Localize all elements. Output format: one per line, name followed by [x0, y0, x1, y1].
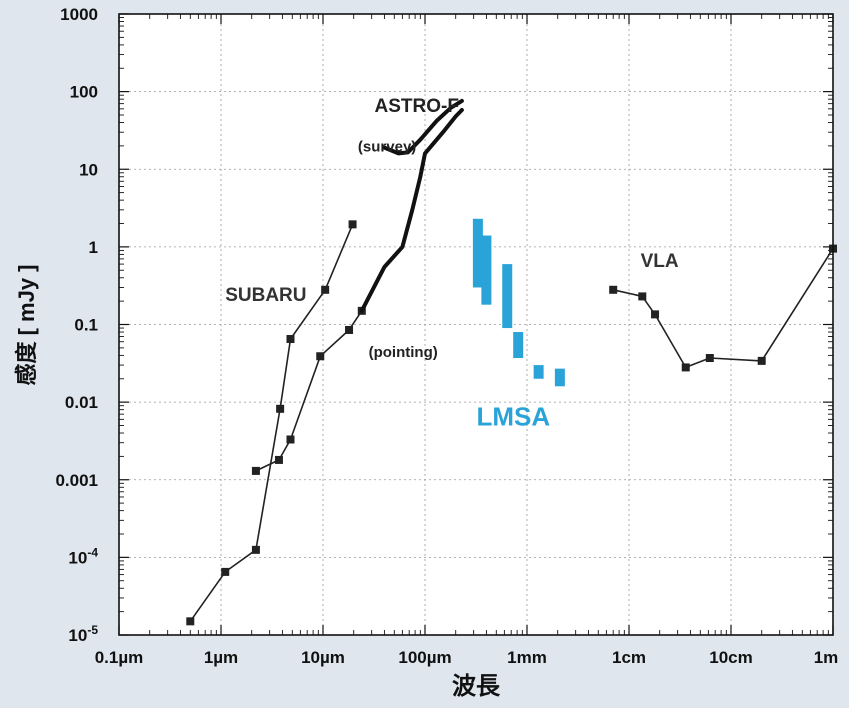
x-tick-label: 100µm: [398, 648, 451, 667]
data-point-vla: [651, 310, 660, 319]
y-tick-label: 0.1: [74, 316, 98, 335]
data-point-subaru-a: [251, 545, 260, 554]
data-point-subaru-a: [286, 335, 295, 344]
data-point-subaru-a: [276, 404, 285, 413]
y-tick-label: 1000: [60, 5, 98, 24]
data-point-subaru-a: [321, 285, 330, 294]
x-tick-label: 10cm: [709, 648, 752, 667]
x-tick-label: 0.1µm: [95, 648, 144, 667]
data-point-subaru-b: [251, 466, 260, 475]
annotation-label: (survey): [358, 138, 416, 155]
y-tick-label: 10: [79, 160, 98, 179]
y-tick-label: 1: [89, 238, 98, 257]
annotation-label: LMSA: [477, 401, 551, 431]
lmsa-bar: [533, 365, 544, 379]
lmsa-bar: [513, 332, 524, 359]
annotation-label: VLA: [641, 251, 679, 272]
series-layer: [186, 98, 837, 626]
data-point-vla: [609, 285, 618, 294]
y-tick-label: 0.001: [55, 471, 98, 490]
series-line-astro-f-pointing: [359, 108, 464, 313]
grid-layer: [119, 14, 833, 635]
annotation-label: ASTRO-F: [375, 96, 459, 117]
data-point-subaru-b: [274, 455, 283, 464]
series-line-astro-f-survey: [382, 98, 464, 156]
y-tick-label: 10-5: [68, 623, 98, 645]
data-point-subaru-b: [345, 325, 354, 334]
data-point-vla: [681, 363, 690, 372]
x-axis-title: 波長: [452, 673, 501, 700]
lmsa-bar: [502, 264, 513, 329]
data-point-vla: [705, 354, 714, 363]
x-tick-label: 1µm: [204, 648, 238, 667]
annotation-label: SUBARU: [225, 285, 306, 306]
label-layer: 0.1µm 1µm 10µm 100µm 1mm 1cm 10cm 1m 10-5 10-4 0.0…: [55, 5, 838, 667]
lmsa-layer: [472, 218, 565, 387]
data-point-subaru-b: [286, 435, 295, 444]
y-axis-title: 感度 [ mJy ]: [14, 264, 39, 385]
data-point-vla: [638, 292, 647, 301]
y-tick-label: 100: [70, 83, 98, 102]
lmsa-bar: [554, 368, 565, 387]
data-point-subaru-b: [316, 352, 325, 361]
y-tick-label: 0.01: [65, 393, 98, 412]
x-tick-label: 1m: [814, 648, 839, 667]
data-point-vla: [757, 356, 766, 365]
x-tick-label: 10µm: [301, 648, 345, 667]
annotation-label: (pointing): [369, 344, 438, 361]
data-point-subaru-a: [348, 220, 357, 229]
y-tick-label: 10-4: [68, 545, 98, 567]
lmsa-bar: [481, 235, 492, 305]
lmsa-bar: [472, 218, 483, 288]
x-tick-label: 1cm: [612, 648, 646, 667]
plot-frame: [118, 13, 834, 636]
data-point-subaru-a: [221, 567, 230, 576]
x-tick-label: 1mm: [507, 648, 547, 667]
data-point-subaru-a: [186, 617, 195, 626]
